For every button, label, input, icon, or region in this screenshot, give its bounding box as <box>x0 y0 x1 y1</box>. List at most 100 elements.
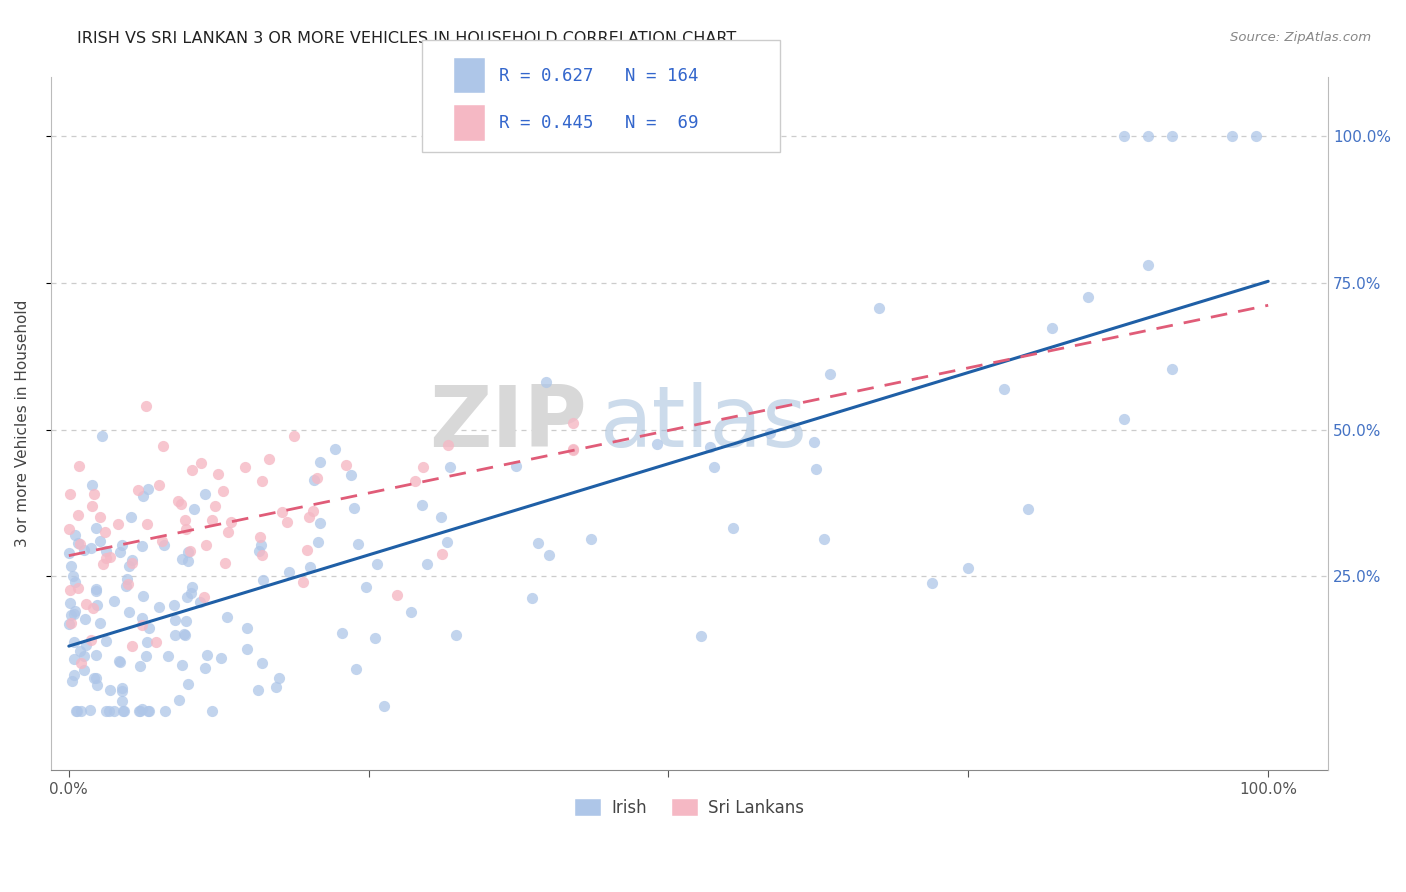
Point <box>250 538 273 552</box>
Point <box>1244 129 1267 144</box>
Point <box>302 504 325 518</box>
Point <box>181 580 204 594</box>
Point <box>112 704 135 718</box>
Point <box>121 639 143 653</box>
Point <box>183 502 205 516</box>
Point <box>135 635 157 649</box>
Point <box>58 616 80 631</box>
Point <box>335 458 357 472</box>
Point <box>148 478 170 492</box>
Point <box>80 632 103 647</box>
Point <box>69 458 91 473</box>
Point <box>65 704 87 718</box>
Text: Source: ZipAtlas.com: Source: ZipAtlas.com <box>1230 31 1371 45</box>
Point <box>330 626 353 640</box>
Point <box>354 580 377 594</box>
Point <box>60 674 83 689</box>
Point <box>132 589 155 603</box>
Point <box>307 535 329 549</box>
Point <box>271 504 294 518</box>
Point <box>110 545 132 559</box>
Point <box>145 635 167 649</box>
Point <box>94 524 117 539</box>
Point <box>215 610 238 624</box>
Point <box>84 648 107 662</box>
Point <box>522 591 544 605</box>
Point <box>190 456 212 470</box>
Point <box>63 668 86 682</box>
Point <box>152 440 174 454</box>
Point <box>131 540 153 554</box>
Point <box>1040 320 1063 334</box>
Point <box>84 521 107 535</box>
Point <box>69 644 91 658</box>
Point <box>803 434 825 449</box>
Point <box>135 399 157 413</box>
Point <box>252 573 274 587</box>
Point <box>111 538 134 552</box>
Point <box>148 600 170 615</box>
Point <box>94 633 117 648</box>
Point <box>89 510 111 524</box>
Point <box>115 579 138 593</box>
Point <box>60 607 83 622</box>
Point <box>1114 129 1136 144</box>
Point <box>217 525 239 540</box>
Point <box>107 517 129 532</box>
Point <box>98 682 121 697</box>
Point <box>62 569 84 583</box>
Text: R = 0.627   N = 164: R = 0.627 N = 164 <box>499 67 699 85</box>
Point <box>94 704 117 718</box>
Point <box>439 459 461 474</box>
Point <box>70 657 93 671</box>
Point <box>302 473 325 487</box>
Point <box>347 537 370 551</box>
Point <box>194 538 217 552</box>
Point <box>63 652 86 666</box>
Point <box>193 590 215 604</box>
Point <box>1161 129 1184 144</box>
Point <box>505 458 527 473</box>
Point <box>170 552 193 566</box>
Point <box>84 671 107 685</box>
Point <box>264 681 287 695</box>
Point <box>430 547 453 561</box>
Point <box>204 499 226 513</box>
Point <box>58 546 80 560</box>
Point <box>83 487 105 501</box>
Point <box>118 559 141 574</box>
Point <box>305 471 328 485</box>
Point <box>163 628 186 642</box>
Point <box>75 597 97 611</box>
Point <box>211 483 233 498</box>
Point <box>103 704 125 718</box>
Point <box>176 554 198 568</box>
Point <box>201 513 224 527</box>
Point <box>170 497 193 511</box>
Point <box>276 516 298 530</box>
Point <box>131 611 153 625</box>
Point <box>804 461 827 475</box>
Point <box>366 557 388 571</box>
Point <box>110 655 132 669</box>
Point <box>167 693 190 707</box>
Point <box>89 615 111 630</box>
Point <box>59 486 82 500</box>
Point <box>129 659 152 673</box>
Point <box>176 590 198 604</box>
Point <box>176 523 198 537</box>
Point <box>292 574 315 589</box>
Point <box>82 600 104 615</box>
Point <box>325 442 347 456</box>
Point <box>94 544 117 558</box>
Point <box>58 583 80 598</box>
Point <box>957 561 980 575</box>
Point <box>60 615 83 630</box>
Point <box>138 621 160 635</box>
Text: R = 0.445   N =  69: R = 0.445 N = 69 <box>499 114 699 132</box>
Point <box>267 671 290 685</box>
Point <box>703 459 725 474</box>
Point <box>246 683 269 698</box>
Point <box>73 663 96 677</box>
Point <box>437 438 460 452</box>
